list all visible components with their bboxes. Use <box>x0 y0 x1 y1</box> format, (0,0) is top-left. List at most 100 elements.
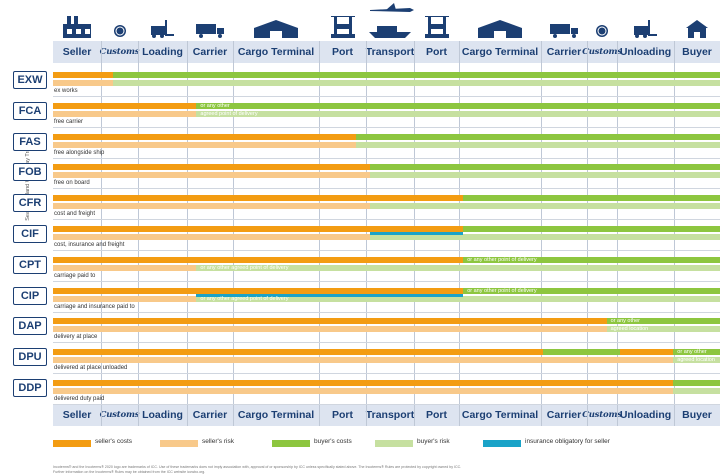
term-description: cost, insurance and freight <box>54 242 125 248</box>
column-separator <box>587 41 588 426</box>
buyer-risk-bar <box>196 264 720 271</box>
term-code-fca: FCA <box>13 101 47 120</box>
buyer-risk-bar <box>673 357 720 364</box>
column-header-cargo-terminal: Cargo Terminal <box>461 409 539 421</box>
warehouse-icon <box>254 20 298 38</box>
row-separator <box>53 311 720 313</box>
seller-cost-bar <box>53 133 357 140</box>
column-header-carrier: Carrier <box>546 46 582 58</box>
term-description: free carrier <box>54 118 84 125</box>
buyer-risk-bar <box>113 80 720 86</box>
seller-cost-bar <box>53 164 370 171</box>
buyer-risk-bar <box>196 110 720 117</box>
delivery-note-line-2: agreed location <box>610 326 649 333</box>
legend-label-1: seller's risk <box>202 438 234 445</box>
column-header-loading: Loading <box>142 46 183 58</box>
column-header-top: Seller Customs Loading Carrier Cargo Termina… <box>53 41 720 63</box>
buyer-cost-bar <box>673 380 720 386</box>
column-header-port: Port <box>426 46 447 58</box>
legend-swatch-2 <box>272 440 310 447</box>
buyer-risk-bar <box>369 203 720 210</box>
column-header-carrier: Carrier <box>192 409 228 421</box>
delivery-note-line-2: agreed point of delivery <box>200 110 258 117</box>
column-header-cargo-terminal: Cargo Terminal <box>237 46 315 58</box>
delivery-note-line-1: or any other <box>610 318 640 325</box>
seller-cost-bar <box>53 195 464 202</box>
buyer-cost-bar <box>543 349 620 356</box>
seller-risk-bar <box>53 141 357 148</box>
forklift-icon <box>150 20 174 38</box>
legend-label-2: buyer's costs <box>314 438 352 445</box>
seller-cost-bar <box>53 318 607 325</box>
buyer-cost-bar <box>463 226 720 232</box>
legend-swatch-3 <box>375 440 413 447</box>
column-separator <box>617 41 618 426</box>
factory-icon <box>63 16 91 38</box>
port-crane-icon <box>424 16 449 38</box>
legend-swatch-1 <box>160 440 198 447</box>
seller-cost-bar <box>53 226 464 232</box>
term-description: carriage paid to <box>54 272 96 279</box>
warehouse-icon <box>478 20 522 38</box>
row-separator <box>53 373 720 375</box>
column-separator <box>319 41 320 426</box>
column-header-unloading: Unloading <box>619 46 672 58</box>
legend-swatch-4 <box>483 440 521 447</box>
row-separator <box>53 157 720 159</box>
legend-label-4: insurance obligatory for seller <box>525 438 610 445</box>
term-code-dpu: DPU <box>13 348 47 367</box>
column-header-customs: Customs <box>582 410 622 420</box>
row-separator <box>53 96 720 97</box>
icon-row <box>0 0 720 40</box>
seller-cost-bar <box>53 287 464 294</box>
footer-line-2: Further information on the Incoterms® Ru… <box>53 470 206 474</box>
term-description: free alongside ship <box>54 149 105 156</box>
term-description: carriage and insurance paid to <box>54 303 135 310</box>
term-description: ex works <box>54 88 78 94</box>
column-header-buyer: Buyer <box>682 409 712 421</box>
seller-risk-bar <box>53 80 114 86</box>
buyer-risk-bar <box>673 388 720 394</box>
buyer-cost-bar <box>369 164 720 171</box>
row-separator <box>53 126 720 128</box>
customs-seal-icon <box>113 25 126 37</box>
delivery-note-line-1: or any other <box>677 349 707 356</box>
column-separator <box>187 41 188 426</box>
buyer-cost-bar <box>196 102 720 109</box>
buyer-cost-bar <box>463 287 720 294</box>
column-separator <box>674 41 675 426</box>
row-separator <box>53 219 720 221</box>
column-header-carrier: Carrier <box>192 46 228 58</box>
row-separator <box>53 188 720 190</box>
seller-cost-bar <box>53 256 464 263</box>
term-code-cif: CIF <box>13 225 47 243</box>
truck-icon <box>196 24 224 38</box>
seller-risk-bar <box>53 295 197 302</box>
legend-label-3: buyer's risk <box>417 438 450 445</box>
column-header-customs: Customs <box>99 410 140 420</box>
column-header-transport: Transport <box>365 46 415 58</box>
insurance-bar <box>369 232 464 235</box>
column-separator <box>101 41 102 426</box>
column-header-customs: Customs <box>582 47 622 57</box>
term-description: delivered duty paid <box>54 396 105 402</box>
term-code-cip: CIP <box>13 286 47 305</box>
column-header-port: Port <box>426 409 447 421</box>
buyer-risk-bar <box>356 141 720 148</box>
buyer-risk-bar <box>196 295 720 302</box>
delivery-note-risk: or any other agreed point of delivery <box>200 264 289 271</box>
column-header-port: Port <box>332 409 353 421</box>
legend-swatch-0 <box>53 440 91 447</box>
seller-cost-bar <box>53 380 674 386</box>
seller-cost-bar <box>53 349 544 356</box>
seller-risk-bar <box>53 110 197 117</box>
row-separator <box>53 280 720 282</box>
buyer-cost-bar <box>356 133 720 140</box>
seller-cost-bar <box>619 349 674 356</box>
delivery-note-line-2: agreed location <box>677 357 715 364</box>
buyer-risk-bar <box>369 172 720 179</box>
column-header-seller: Seller <box>62 46 92 58</box>
forklift-icon <box>633 20 657 38</box>
seller-risk-bar <box>53 172 370 179</box>
